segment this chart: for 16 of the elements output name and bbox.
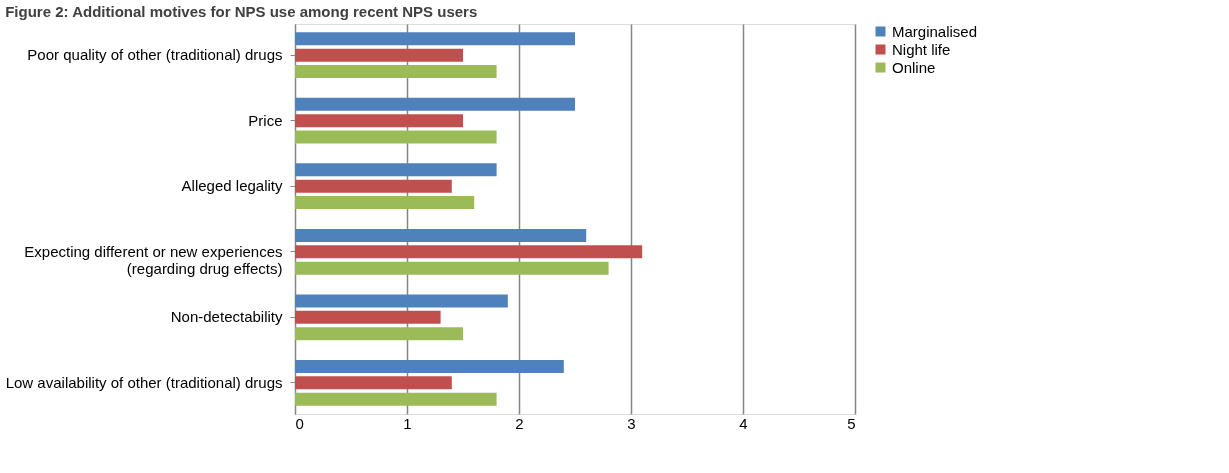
x-tick-label: 1 <box>403 414 412 432</box>
y-tick-label: Poor quality of other (traditional) drugs <box>27 46 283 64</box>
y-tick-label: Expecting different or new experiences (regarding drug effects) <box>24 242 283 277</box>
chart-title: Figure 2: Additional motives for NPS use among recent NPS users <box>5 3 478 20</box>
x-tick-label: 0 <box>295 414 304 432</box>
x-tick-label: 3 <box>627 414 636 432</box>
y-tick-label: Low availability of other (traditional) drugs <box>5 373 283 391</box>
x-tick-label: 4 <box>739 414 748 432</box>
y-tick-label: Non-detectability <box>170 308 283 326</box>
x-tick-label: 2 <box>515 414 524 432</box>
y-tick-label: Alleged legality <box>181 177 283 195</box>
legend-label: Online <box>892 58 936 76</box>
x-tick-label: 5 <box>847 414 856 432</box>
legend-label: Marginalised <box>892 22 978 40</box>
y-tick-label: Price <box>248 111 283 129</box>
legend-label: Night life <box>892 40 951 58</box>
